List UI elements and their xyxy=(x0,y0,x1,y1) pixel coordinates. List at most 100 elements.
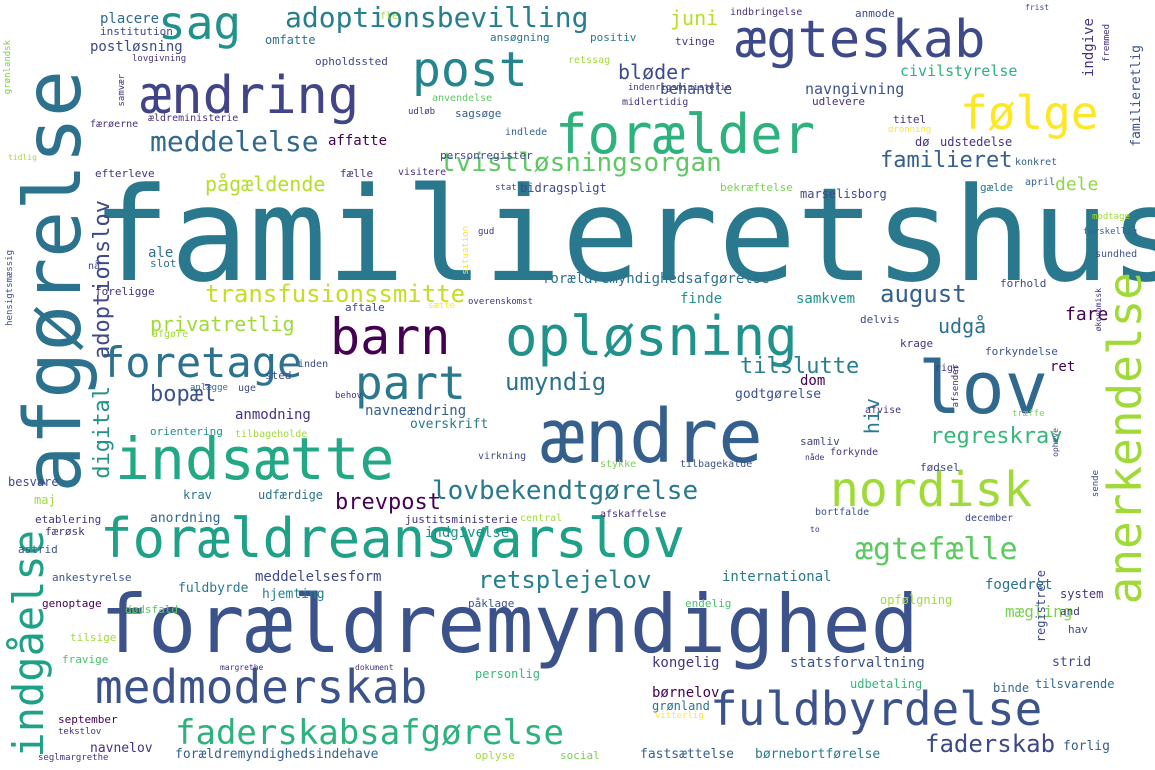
word: ændring xyxy=(140,66,360,126)
word: margrethe xyxy=(220,663,264,672)
word: fremmed xyxy=(1102,24,1112,62)
word: hav xyxy=(1068,623,1088,636)
word: visitere xyxy=(398,167,447,178)
word: civilstyrelse xyxy=(900,62,1018,80)
word: meddelelsesform xyxy=(255,569,382,585)
word: forhold xyxy=(1000,277,1047,290)
word: post xyxy=(412,42,528,98)
word: indgåelse xyxy=(4,530,53,758)
word: tilbagekalde xyxy=(680,459,753,470)
word: april xyxy=(1025,177,1056,188)
word: forkyndelse xyxy=(985,345,1058,358)
word: forkynde xyxy=(830,447,879,458)
word: samkvem xyxy=(796,291,856,307)
word: bortfalde xyxy=(815,507,870,518)
word: familieretshus xyxy=(92,159,1155,311)
word: behandle xyxy=(660,80,733,98)
word: bløder xyxy=(618,60,691,84)
word: adoptionsbevilling xyxy=(285,1,589,34)
word: familieretlig xyxy=(1129,45,1144,147)
word: foreligge xyxy=(95,285,155,298)
word: ældreministerie xyxy=(148,113,239,124)
word: institution xyxy=(100,25,173,38)
word: ophæve xyxy=(1051,428,1060,457)
word: pågældende xyxy=(205,172,326,196)
word: ægtefælle xyxy=(855,532,1018,567)
word: tidlig xyxy=(8,153,37,162)
word: nå xyxy=(88,261,101,272)
word: grønlandsk xyxy=(3,40,13,95)
word: finde xyxy=(680,291,723,307)
word: tvistløsningsorgan xyxy=(440,148,722,178)
word: august xyxy=(880,280,967,308)
word: navnelov xyxy=(90,741,153,756)
word: medmoderskab xyxy=(95,660,428,714)
word: påklage xyxy=(468,597,515,610)
word: tekstlov xyxy=(58,727,102,737)
word: affatte xyxy=(328,133,388,149)
word: dø xyxy=(915,135,930,149)
word: tilbageholde xyxy=(235,429,308,440)
word: indbringelse xyxy=(730,7,803,18)
word: brevpost xyxy=(335,490,441,515)
word: forældremyndighed xyxy=(100,578,919,671)
word: udlevere xyxy=(812,95,865,108)
word: efterleve xyxy=(95,167,155,180)
word: nordisk xyxy=(830,462,1033,518)
word: marselisborg xyxy=(800,187,887,201)
word: seglmargrethe xyxy=(38,753,109,763)
word: mægling xyxy=(1005,602,1073,621)
word: ret xyxy=(1050,359,1076,375)
word: familieret xyxy=(880,148,1013,173)
word: juni xyxy=(670,6,719,30)
word: forælder xyxy=(555,103,816,166)
word: sagsøge xyxy=(455,107,502,120)
word: december xyxy=(965,513,1014,524)
word: anordning xyxy=(150,511,221,526)
word: nåde xyxy=(805,453,825,462)
word: virkning xyxy=(478,451,527,462)
word: dødsfald xyxy=(125,603,178,616)
word: modtage xyxy=(1092,212,1130,222)
word: gælde xyxy=(980,181,1014,194)
word: indgive xyxy=(1081,18,1097,78)
word: anvendelse xyxy=(432,93,493,104)
word: titel xyxy=(893,113,927,126)
word: to xyxy=(810,525,820,534)
word: registrere xyxy=(1034,570,1048,643)
word: udstedelse xyxy=(940,135,1013,149)
word: slot xyxy=(150,257,177,270)
word: retsplejelov xyxy=(478,566,652,594)
word: dele xyxy=(1055,174,1099,195)
word: indenrigsministerie xyxy=(628,83,731,93)
word: sundhed xyxy=(1095,249,1138,260)
word: ansøgning xyxy=(490,31,550,44)
word: vitterlig xyxy=(655,711,704,721)
word: tilsvarende xyxy=(1035,677,1115,691)
word: and xyxy=(1060,605,1080,618)
word: udløb xyxy=(408,107,436,117)
word: træffe xyxy=(1012,409,1045,419)
word: anmode xyxy=(855,7,895,20)
word: postløsning xyxy=(90,39,183,55)
word: krav xyxy=(183,488,212,502)
word: lov xyxy=(918,346,1049,430)
word: økonomisk xyxy=(1094,288,1103,332)
word: afgørelse xyxy=(9,70,99,493)
word: hensigtsmæssig xyxy=(5,250,15,326)
word: indgivelse xyxy=(425,525,510,541)
word: afgøre xyxy=(152,329,189,340)
word: delvis xyxy=(860,313,900,326)
word: fare xyxy=(1065,304,1109,325)
word: indlede xyxy=(505,127,548,138)
word: sende xyxy=(1091,470,1101,498)
word: genoptage xyxy=(42,597,102,610)
word: gud xyxy=(478,227,495,237)
word: part xyxy=(355,356,466,410)
word: følge xyxy=(960,86,1099,140)
word: transfusionssmitte xyxy=(205,280,466,308)
word: bopæl xyxy=(150,382,217,407)
word: oplyse xyxy=(475,749,515,762)
word: fle xyxy=(380,11,399,22)
